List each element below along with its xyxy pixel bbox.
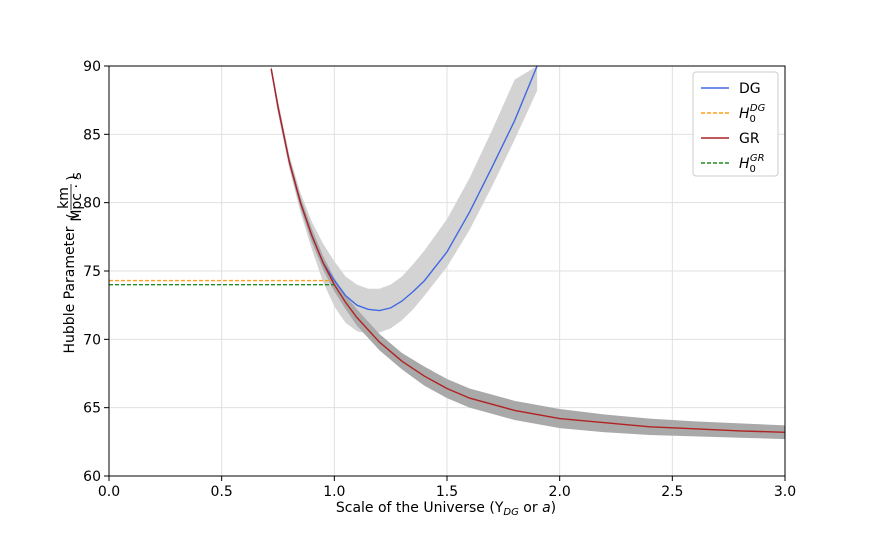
x-axis-label: Scale of the Universe (YDG or a)	[336, 500, 556, 518]
series-line-gr	[270, 68, 785, 433]
grid	[108, 65, 786, 477]
y-tick-label: 60	[83, 469, 101, 485]
legend-label: DG	[739, 81, 761, 97]
x-tick-label: 0.0	[98, 484, 120, 500]
y-tick-label: 65	[83, 401, 101, 417]
y-axis-unit-paren-left: (	[65, 213, 81, 218]
y-axis-unit-denominator: Mpc · s	[69, 172, 85, 221]
y-tick-label: 80	[83, 196, 101, 212]
y-axis-unit-paren-right: )	[65, 175, 81, 180]
y-tick-label: 75	[83, 264, 101, 280]
y-tick-label: 85	[83, 127, 101, 143]
series-line-dg	[270, 66, 538, 312]
uncertainty-bands	[271, 66, 785, 440]
band-dg	[271, 66, 538, 334]
x-tick-label: 1.5	[436, 484, 458, 500]
legend-label: GR	[739, 131, 760, 147]
y-axis-label-text: Hubble Parameter	[62, 226, 78, 353]
x-tick-label: 2.0	[549, 484, 571, 500]
reference-lines	[109, 279, 335, 286]
legend: DG H0DG GR H0GR	[692, 71, 779, 177]
x-tick-label: 3.0	[774, 484, 796, 500]
legend-box	[692, 71, 779, 177]
y-axis-unit-numerator: km	[56, 187, 72, 209]
y-tick-label: 70	[83, 332, 101, 348]
y-tick-label: 90	[83, 59, 101, 75]
series-lines	[270, 66, 785, 433]
axis-ticks: 0.0 0.5 1.0 1.5 2.0 2.5 3.0 60 65 70 75 80 85 90	[83, 59, 796, 500]
legend-label: H0GR	[739, 153, 765, 175]
x-tick-label: 1.0	[323, 484, 345, 500]
y-axis-label: Hubble Parameter km Mpc · s ( )	[56, 172, 85, 353]
legend-label: H0DG	[739, 103, 766, 125]
x-tick-label: 0.5	[211, 484, 233, 500]
x-tick-label: 2.5	[661, 484, 683, 500]
